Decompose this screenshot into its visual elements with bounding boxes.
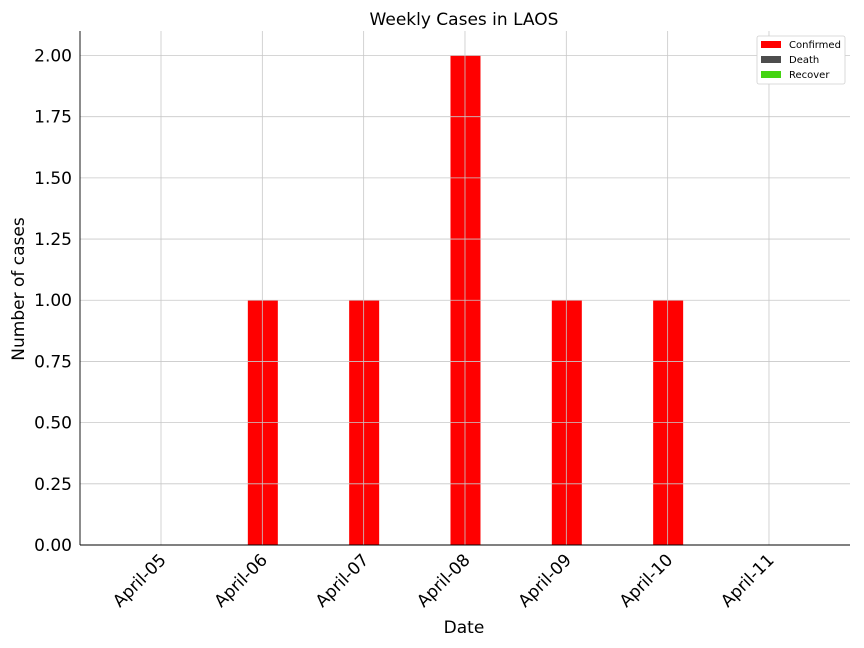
grid bbox=[80, 31, 850, 546]
y-tick-label: 2.00 bbox=[34, 46, 72, 66]
legend: Confirmed Death Recover bbox=[756, 35, 846, 85]
y-ticks: 0.00 0.25 0.50 0.75 1.00 1.25 1.50 1.75 2.00 bbox=[34, 46, 72, 556]
chart-title: Weekly Cases in LAOS bbox=[370, 10, 559, 30]
x-tick-label: April-11 bbox=[717, 550, 778, 611]
y-tick-label: 1.25 bbox=[34, 230, 72, 250]
y-tick-label: 1.50 bbox=[34, 169, 72, 189]
x-axis-label: Date bbox=[444, 618, 485, 638]
legend-label-recover: Recover bbox=[789, 70, 830, 81]
legend-swatch-recover bbox=[761, 71, 781, 78]
x-tick-label: April-09 bbox=[515, 550, 576, 611]
x-tick-label: April-08 bbox=[413, 550, 474, 611]
x-tick-label: April-06 bbox=[211, 550, 272, 611]
x-tick-label: April-07 bbox=[312, 550, 373, 611]
axes bbox=[79, 31, 850, 546]
y-axis-label: Number of cases bbox=[9, 217, 29, 361]
legend-label-confirmed: Confirmed bbox=[789, 40, 841, 51]
x-tick-label: April-05 bbox=[109, 550, 170, 611]
legend-swatch-death bbox=[761, 56, 781, 63]
y-tick-label: 0.25 bbox=[34, 475, 72, 495]
y-tick-label: 0.00 bbox=[34, 536, 72, 556]
y-tick-label: 1.75 bbox=[34, 108, 72, 128]
x-tick-label: April-10 bbox=[616, 550, 677, 611]
y-tick-label: 1.00 bbox=[34, 291, 72, 311]
y-tick-label: 0.75 bbox=[34, 352, 72, 372]
x-ticks: April-05 April-06 April-07 April-08 April-09… bbox=[109, 550, 778, 611]
legend-label-death: Death bbox=[789, 55, 819, 66]
y-tick-label: 0.50 bbox=[34, 414, 72, 434]
legend-swatch-confirmed bbox=[761, 41, 781, 48]
